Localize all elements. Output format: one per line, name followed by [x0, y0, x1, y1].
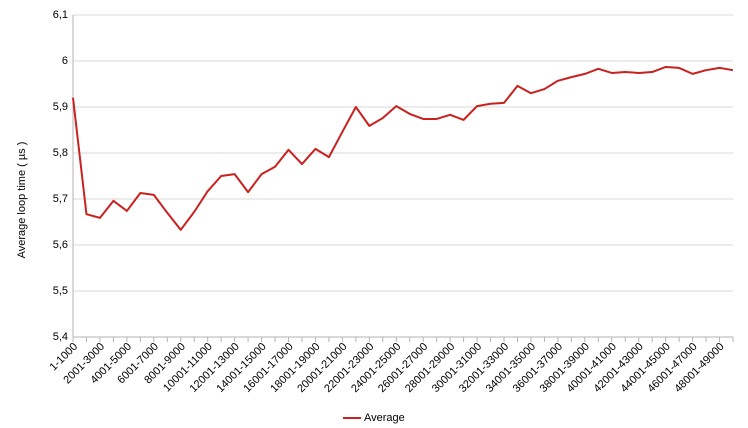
y-tick-label: 5,7 — [53, 193, 68, 205]
legend-label: Average — [364, 412, 405, 424]
y-tick-label: 5,8 — [53, 147, 68, 159]
y-tick-label: 5,6 — [53, 239, 68, 251]
y-tick-label: 5,5 — [53, 285, 68, 297]
line-series — [72, 65, 734, 231]
y-tick-label: 6,1 — [53, 9, 68, 21]
y-tick-label: 5,9 — [53, 101, 68, 113]
y-tick-label: 6 — [62, 55, 68, 67]
y-axis-label: Average loop time ( µs ) — [16, 142, 28, 259]
y-tick-label: 5,4 — [53, 331, 68, 343]
